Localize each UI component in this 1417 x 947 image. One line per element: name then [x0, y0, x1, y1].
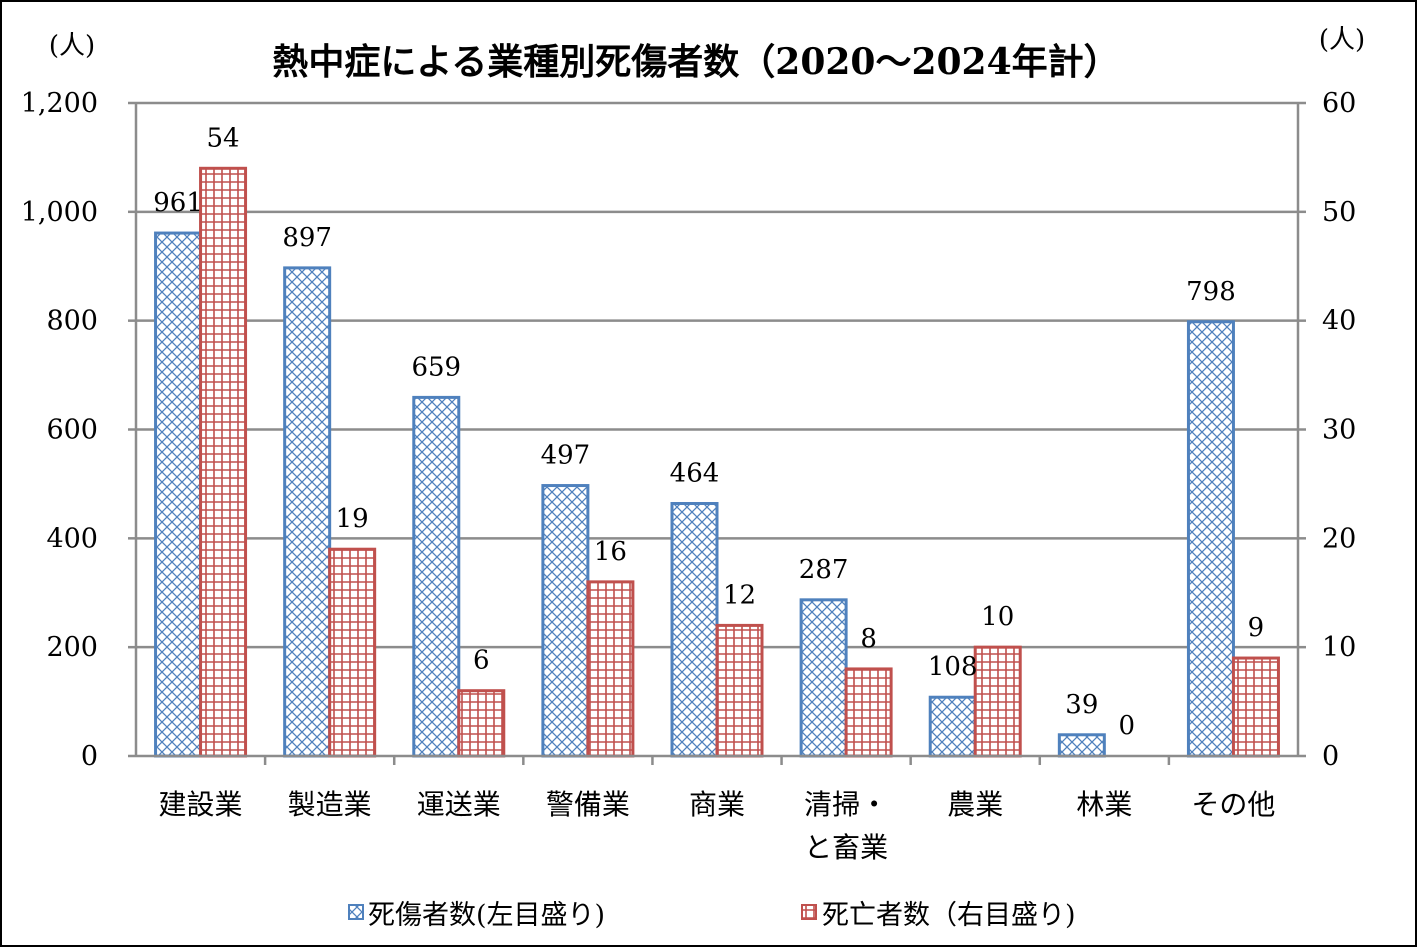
- data-label-deaths: 8: [860, 624, 877, 654]
- right-tick-label: 30: [1322, 415, 1356, 446]
- left-tick-label: 600: [46, 415, 98, 446]
- bar-casualties: [670, 502, 719, 758]
- data-label-deaths: 19: [336, 504, 369, 534]
- bar-casualties: [283, 266, 332, 758]
- category-label: 警備業: [546, 788, 630, 821]
- left-tick-label: 0: [81, 741, 98, 772]
- bar-casualties: [928, 695, 977, 758]
- chart-title: 熱中症による業種別死傷者数（2020～2024年計）: [272, 41, 1119, 83]
- bar-casualties: [799, 598, 848, 758]
- legend-swatch: [348, 904, 364, 920]
- right-tick-label: 50: [1322, 197, 1356, 228]
- bar-deaths: [973, 645, 1022, 758]
- category-label: と畜業: [804, 831, 888, 864]
- left-tick-label: 1,200: [21, 88, 98, 119]
- right-tick-label: 20: [1322, 523, 1356, 554]
- bar-casualties: [1057, 733, 1106, 758]
- data-label-casualties: 287: [799, 555, 849, 585]
- right-tick-label: 0: [1322, 741, 1339, 772]
- data-label-casualties: 497: [541, 441, 591, 471]
- data-label-deaths: 54: [207, 123, 240, 153]
- bar-deaths: [457, 689, 506, 758]
- data-label-deaths: 12: [723, 580, 756, 610]
- right-tick-label: 10: [1322, 632, 1356, 663]
- category-label: 清掃・: [804, 788, 888, 821]
- category-label: 商業: [689, 788, 745, 821]
- bar-deaths: [844, 667, 893, 758]
- data-label-deaths: 0: [1119, 711, 1136, 741]
- bar-deaths: [586, 580, 635, 758]
- data-label-casualties: 897: [282, 223, 332, 253]
- left-tick-label: 200: [46, 632, 98, 663]
- data-label-casualties: 464: [670, 459, 720, 489]
- category-label: その他: [1191, 788, 1275, 821]
- right-tick-label: 60: [1322, 88, 1356, 119]
- bar-casualties: [412, 395, 461, 758]
- data-label-casualties: 798: [1186, 277, 1236, 307]
- bar-deaths: [715, 623, 764, 758]
- bar-casualties: [541, 484, 590, 758]
- left-axis-unit: (人): [49, 31, 95, 61]
- bar-casualties: [154, 231, 203, 758]
- category-label: 建設業: [159, 788, 243, 821]
- bar-deaths: [1231, 656, 1280, 758]
- bar-deaths: [328, 547, 377, 758]
- data-label-casualties: 659: [411, 352, 461, 382]
- category-label: 農業: [947, 788, 1003, 821]
- data-label-casualties: 108: [928, 652, 978, 682]
- data-label-deaths: 10: [981, 602, 1014, 632]
- data-label-deaths: 9: [1248, 613, 1265, 643]
- left-tick-label: 400: [46, 523, 98, 554]
- data-label-deaths: 16: [594, 537, 627, 567]
- category-label: 林業: [1076, 788, 1132, 821]
- left-tick-label: 800: [46, 306, 98, 337]
- bar-deaths: [199, 166, 248, 758]
- legend-swatch: [801, 904, 817, 920]
- right-tick-label: 40: [1322, 306, 1356, 337]
- category-label: 運送業: [417, 788, 501, 821]
- data-label-casualties: 961: [153, 188, 203, 218]
- data-label-deaths: 6: [473, 646, 490, 676]
- legend-label: 死亡者数（右目盛り): [822, 900, 1076, 931]
- bar-casualties: [1186, 320, 1235, 758]
- left-tick-label: 1,000: [21, 197, 98, 228]
- category-label: 製造業: [288, 788, 372, 821]
- legend-label: 死傷者数(左目盛り): [368, 900, 605, 931]
- data-label-casualties: 39: [1065, 690, 1098, 720]
- right-axis-unit: (人): [1319, 25, 1365, 55]
